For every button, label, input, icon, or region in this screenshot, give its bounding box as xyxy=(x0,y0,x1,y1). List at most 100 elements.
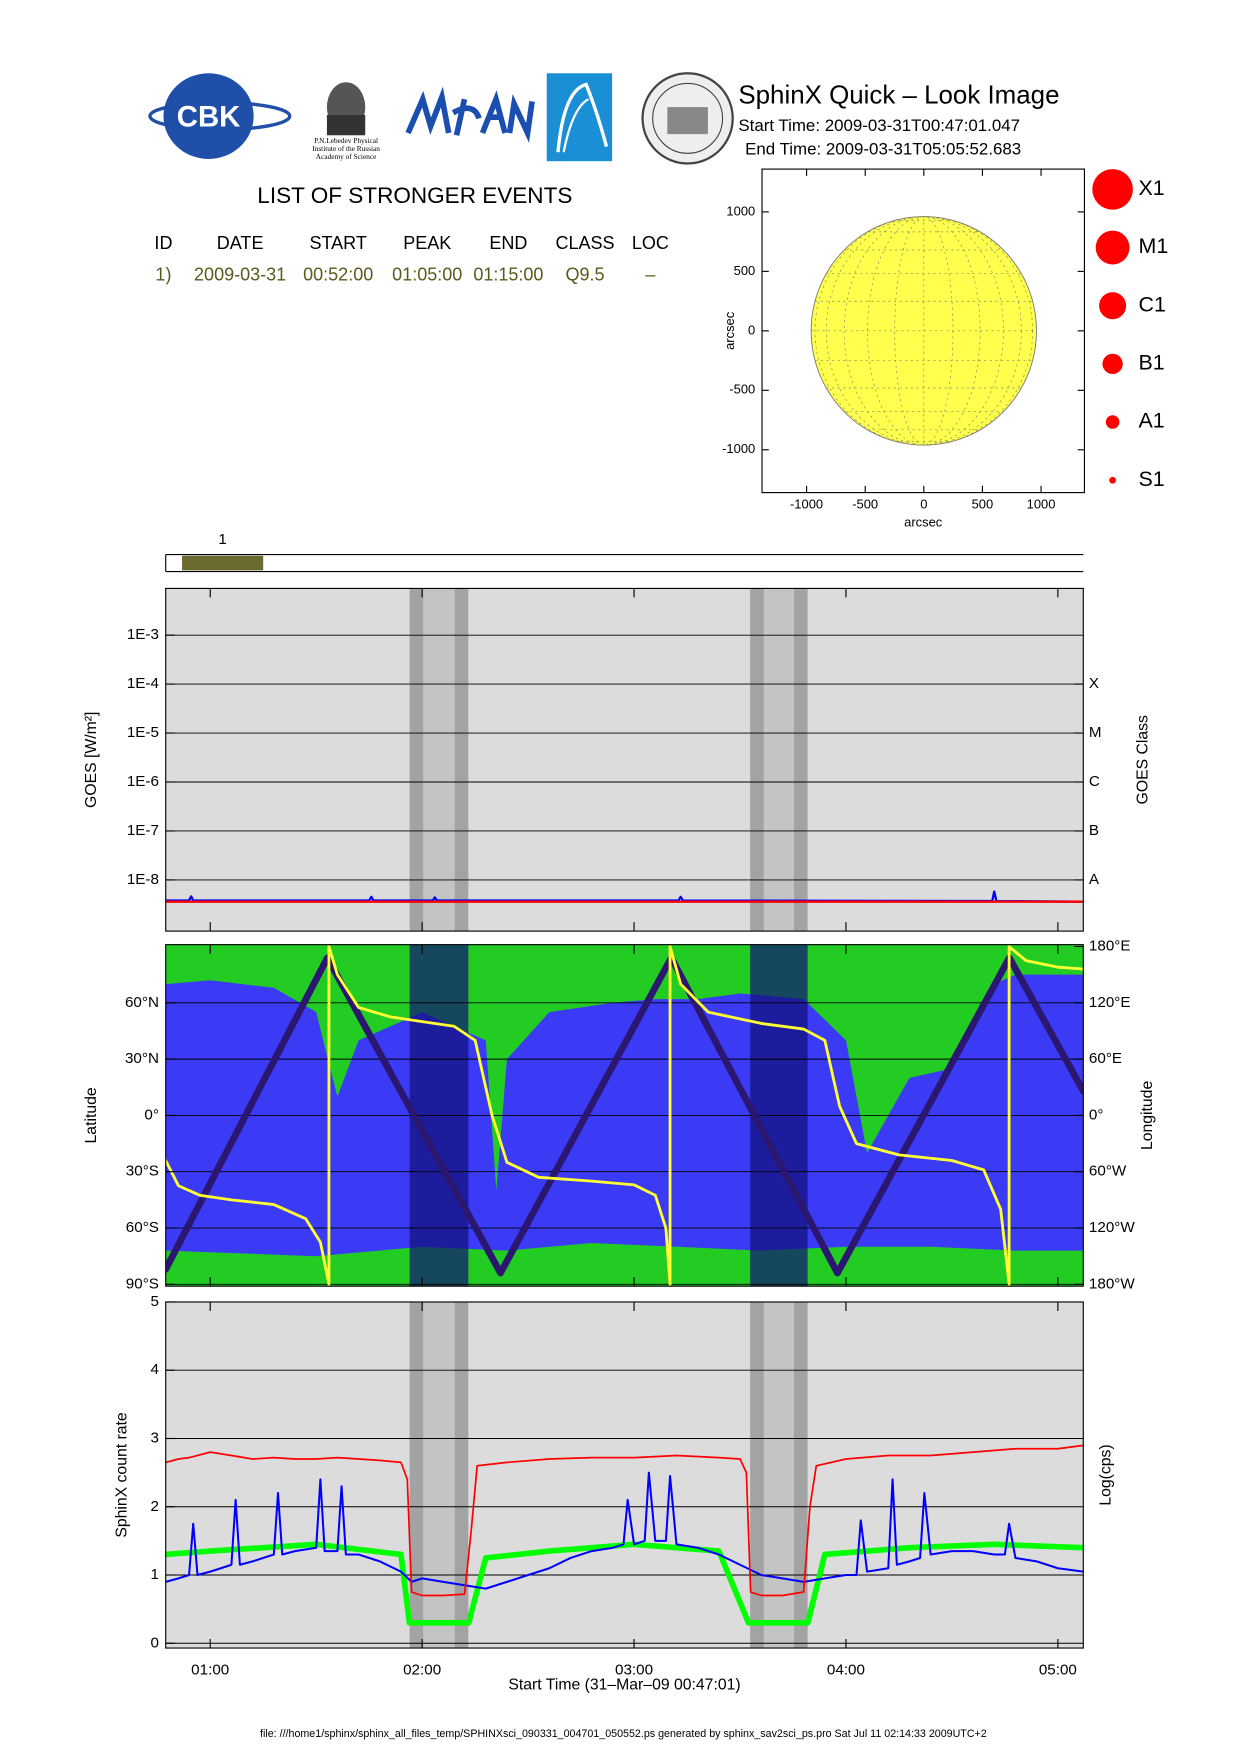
event-cell: – xyxy=(645,265,656,285)
y-tick-label: -1000 xyxy=(722,441,755,456)
legend-marker xyxy=(1095,230,1130,265)
line xyxy=(165,1541,1084,1626)
area xyxy=(165,944,1084,1191)
lebedev-text: Institute of the Russian xyxy=(312,144,380,153)
y-tick-label: 0 xyxy=(150,1634,158,1651)
x-tick-label: 500 xyxy=(972,496,994,511)
legend-marker xyxy=(1099,292,1127,320)
event-cell: 2009-03-31 xyxy=(194,265,286,285)
column-header: ID xyxy=(154,233,172,253)
shaded-interval xyxy=(763,1301,795,1649)
plot-frame xyxy=(165,1301,1084,1649)
cbk-logo: CBK xyxy=(148,73,292,159)
y2-tick-label: 180°E xyxy=(1089,938,1131,955)
column-header: LOC xyxy=(632,233,669,253)
y-tick-label: 1000 xyxy=(726,203,755,218)
y2-tick-label: A xyxy=(1089,871,1100,888)
y2-tick-label: M xyxy=(1089,724,1102,741)
y-tick-label: 1 xyxy=(150,1566,158,1583)
y2-axis-label: GOES Class xyxy=(1135,715,1152,804)
y2-axis-label: Longitude xyxy=(1139,1081,1156,1150)
y-tick-label: 1E-5 xyxy=(127,724,159,741)
blue-square-logo xyxy=(546,73,613,162)
y-axis-label: Latitude xyxy=(83,1087,100,1143)
y2-axis-label: Log(cps) xyxy=(1097,1444,1114,1505)
y2-tick-label: 120°E xyxy=(1089,994,1131,1011)
x-axis-label: Start Time (31–Mar–09 00:47:01) xyxy=(508,1677,740,1694)
x-axis-label: arcsec xyxy=(904,514,943,529)
event-cell: Q9.5 xyxy=(566,265,605,285)
legend-label: B1 xyxy=(1139,351,1165,375)
plot-background xyxy=(165,1301,1084,1649)
x-tick-label: 03:00 xyxy=(615,1662,653,1679)
y-tick-label: 5 xyxy=(150,1293,158,1310)
x-tick-label: -1000 xyxy=(790,496,823,511)
cbk-text: CBK xyxy=(177,100,240,133)
event-cell: 01:15:00 xyxy=(473,265,543,285)
y-tick-label: 0° xyxy=(144,1106,159,1123)
x-tick-label: 01:00 xyxy=(191,1662,229,1679)
legend-marker xyxy=(1102,353,1123,375)
line xyxy=(165,890,1084,903)
y-tick-label: 3 xyxy=(150,1430,158,1447)
line xyxy=(165,945,1084,1286)
plot-area xyxy=(165,1301,1084,1649)
legend-label: C1 xyxy=(1139,292,1166,316)
y-axis-label: GOES [W/m²] xyxy=(83,712,100,808)
mephi-logo xyxy=(405,86,535,143)
y-tick-label: 500 xyxy=(734,263,756,278)
line xyxy=(165,1471,1084,1590)
y-axis-label: arcsec xyxy=(722,311,737,350)
lebedev-logo: P.N.Lebedev Physical Institute of the Ru… xyxy=(312,82,380,161)
y2-tick-label: X xyxy=(1089,675,1099,692)
legend-marker xyxy=(1105,415,1120,429)
area xyxy=(165,1243,1084,1287)
y-tick-label: 0 xyxy=(748,322,755,337)
y-tick-label: 4 xyxy=(150,1361,159,1378)
legend-label: S1 xyxy=(1139,467,1165,491)
column-header: DATE xyxy=(217,233,264,253)
y-tick-label: 30°S xyxy=(126,1163,159,1180)
y2-tick-label: 60°E xyxy=(1089,1050,1122,1067)
y2-tick-label: 0° xyxy=(1089,1106,1104,1123)
event-bar xyxy=(182,555,264,571)
lebedev-text: P.N.Lebedev Physical xyxy=(314,136,378,145)
plot-area xyxy=(165,588,1084,932)
legend-marker xyxy=(1109,476,1116,484)
y2-tick-label: B xyxy=(1089,822,1099,839)
plot-area xyxy=(165,944,1084,1287)
x-tick-label: 0 xyxy=(920,496,927,511)
page-title: SphinX Quick – Look Image xyxy=(738,82,1059,110)
line xyxy=(165,1444,1084,1597)
y-tick-label: 60°N xyxy=(125,994,159,1011)
y-tick-label: 60°S xyxy=(126,1219,159,1236)
y-tick-label: 30°N xyxy=(125,1050,159,1067)
y-tick-label: 1E-8 xyxy=(127,871,159,888)
legend-marker xyxy=(1092,169,1133,210)
y-tick-label: 1E-6 xyxy=(127,773,159,790)
legend-label: A1 xyxy=(1139,409,1165,433)
event-cell: 00:52:00 xyxy=(303,265,373,285)
y-tick-label: 90°S xyxy=(126,1275,159,1292)
legend-label: M1 xyxy=(1139,234,1169,258)
start-time: Start Time: 2009-03-31T00:47:01.047 xyxy=(738,116,1020,135)
x-tick-label: 04:00 xyxy=(827,1662,865,1679)
x-tick-label: -500 xyxy=(852,496,878,511)
footer: file: ///home1/sphinx/sphinx_all_files_t… xyxy=(260,1728,987,1740)
event-cell: 01:05:00 xyxy=(392,265,462,285)
event-label: 1 xyxy=(218,531,226,548)
y2-tick-label: 180°W xyxy=(1089,1275,1135,1292)
plot-background xyxy=(165,588,1084,932)
x-tick-label: 05:00 xyxy=(1039,1662,1077,1679)
lebedev-text: Academy of Science xyxy=(316,152,377,161)
plot-frame xyxy=(165,587,1084,932)
column-header: PEAK xyxy=(403,233,451,253)
end-time: End Time: 2009-03-31T05:05:52.683 xyxy=(745,139,1021,158)
y-tick-label: 1E-7 xyxy=(127,822,159,839)
legend-label: X1 xyxy=(1139,176,1165,200)
seal-logo xyxy=(641,72,734,165)
y2-tick-label: 120°W xyxy=(1089,1219,1135,1236)
y-tick-label: 1E-3 xyxy=(127,626,159,643)
shaded-interval xyxy=(423,588,455,932)
